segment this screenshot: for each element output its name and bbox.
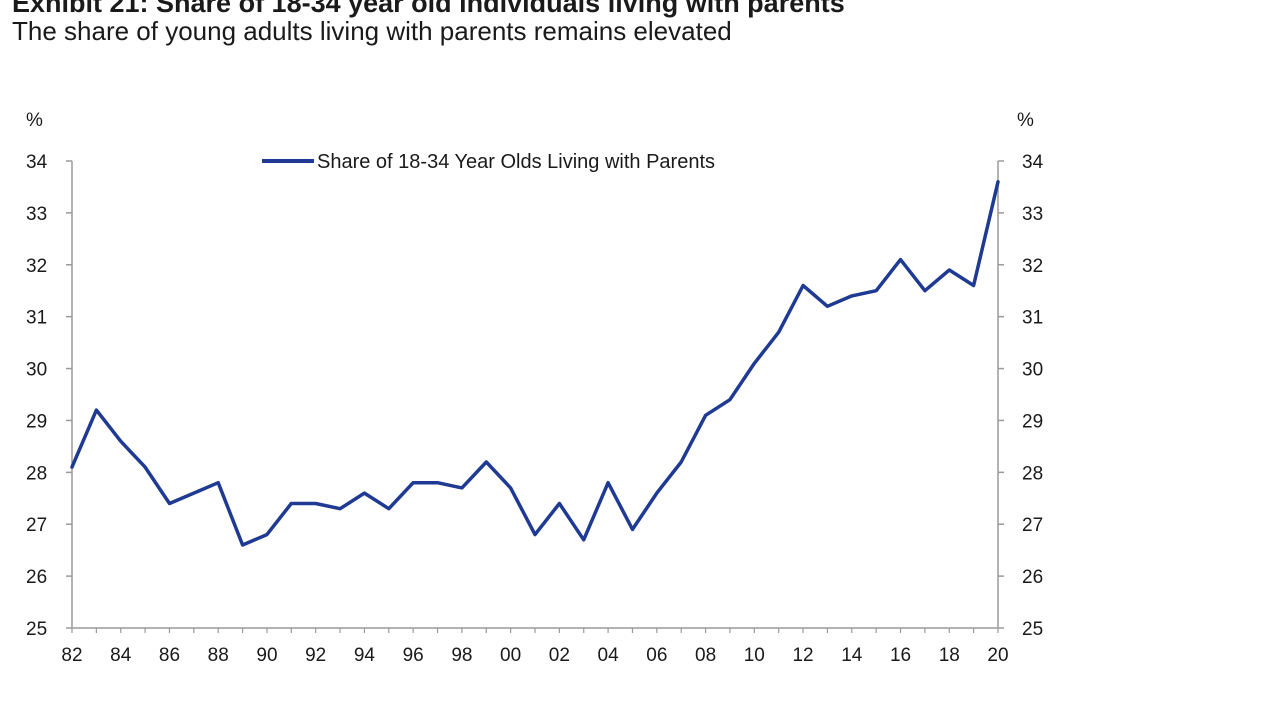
x-tick-label: 12: [792, 645, 813, 666]
x-tick-label: 86: [159, 645, 180, 666]
right-y-tick-label: 29: [1022, 411, 1043, 432]
left-y-tick-label: 28: [26, 463, 47, 484]
x-tick-label: 92: [305, 645, 326, 666]
right-y-tick-label: 30: [1022, 360, 1043, 381]
series-line: [70, 180, 1000, 547]
left-y-tick-label: 34: [26, 152, 48, 173]
chart-subtitle: The share of young adults living with pa…: [12, 16, 732, 46]
x-tick-label: 00: [500, 645, 521, 666]
left-y-tick-label: 31: [26, 308, 47, 329]
axes: 25 25 26 26 27 27 28 28 29 29 30 30 31 31 32 32 33 33 34 34…: [26, 152, 1044, 666]
x-tick-label: 18: [939, 645, 960, 666]
x-tick-label: 16: [890, 645, 911, 666]
right-y-tick-label: 34: [1022, 152, 1044, 173]
left-axis-unit: %: [26, 110, 43, 131]
x-tick-label: 06: [646, 645, 667, 666]
legend-label: Share of 18-34 Year Olds Living with Par…: [317, 151, 715, 173]
right-y-tick-label: 33: [1022, 204, 1043, 225]
x-tick-label: 94: [354, 645, 376, 666]
left-y-tick-label: 30: [26, 360, 47, 381]
x-tick-label: 04: [598, 645, 620, 666]
x-tick-label: 98: [451, 645, 472, 666]
chart-title: Exhibit 21: Share of 18-34 year old indi…: [12, 0, 845, 18]
x-tick-label: 88: [208, 645, 229, 666]
x-tick-label: 90: [256, 645, 277, 666]
left-y-tick-label: 27: [26, 515, 47, 536]
x-tick-label: 10: [744, 645, 765, 666]
x-tick-label: 14: [841, 645, 863, 666]
x-tick-label: 96: [403, 645, 424, 666]
right-axis-unit: %: [1017, 110, 1034, 131]
series-group: [70, 180, 1000, 547]
right-y-tick-label: 26: [1022, 567, 1043, 588]
x-tick-label: 08: [695, 645, 716, 666]
left-y-tick-label: 33: [26, 204, 47, 225]
left-y-tick-label: 32: [26, 256, 47, 277]
right-y-tick-label: 27: [1022, 515, 1043, 536]
right-y-tick-label: 28: [1022, 463, 1043, 484]
left-y-tick-label: 26: [26, 567, 47, 588]
right-y-tick-label: 31: [1022, 308, 1043, 329]
x-tick-label: 02: [549, 645, 570, 666]
right-y-tick-label: 32: [1022, 256, 1043, 277]
left-y-tick-label: 25: [26, 619, 47, 640]
x-tick-label: 82: [61, 645, 82, 666]
left-y-tick-label: 29: [26, 411, 47, 432]
right-y-tick-label: 25: [1022, 619, 1043, 640]
x-tick-label: 84: [110, 645, 132, 666]
x-tick-label: 20: [987, 645, 1008, 666]
legend: Share of 18-34 Year Olds Living with Par…: [262, 151, 715, 173]
